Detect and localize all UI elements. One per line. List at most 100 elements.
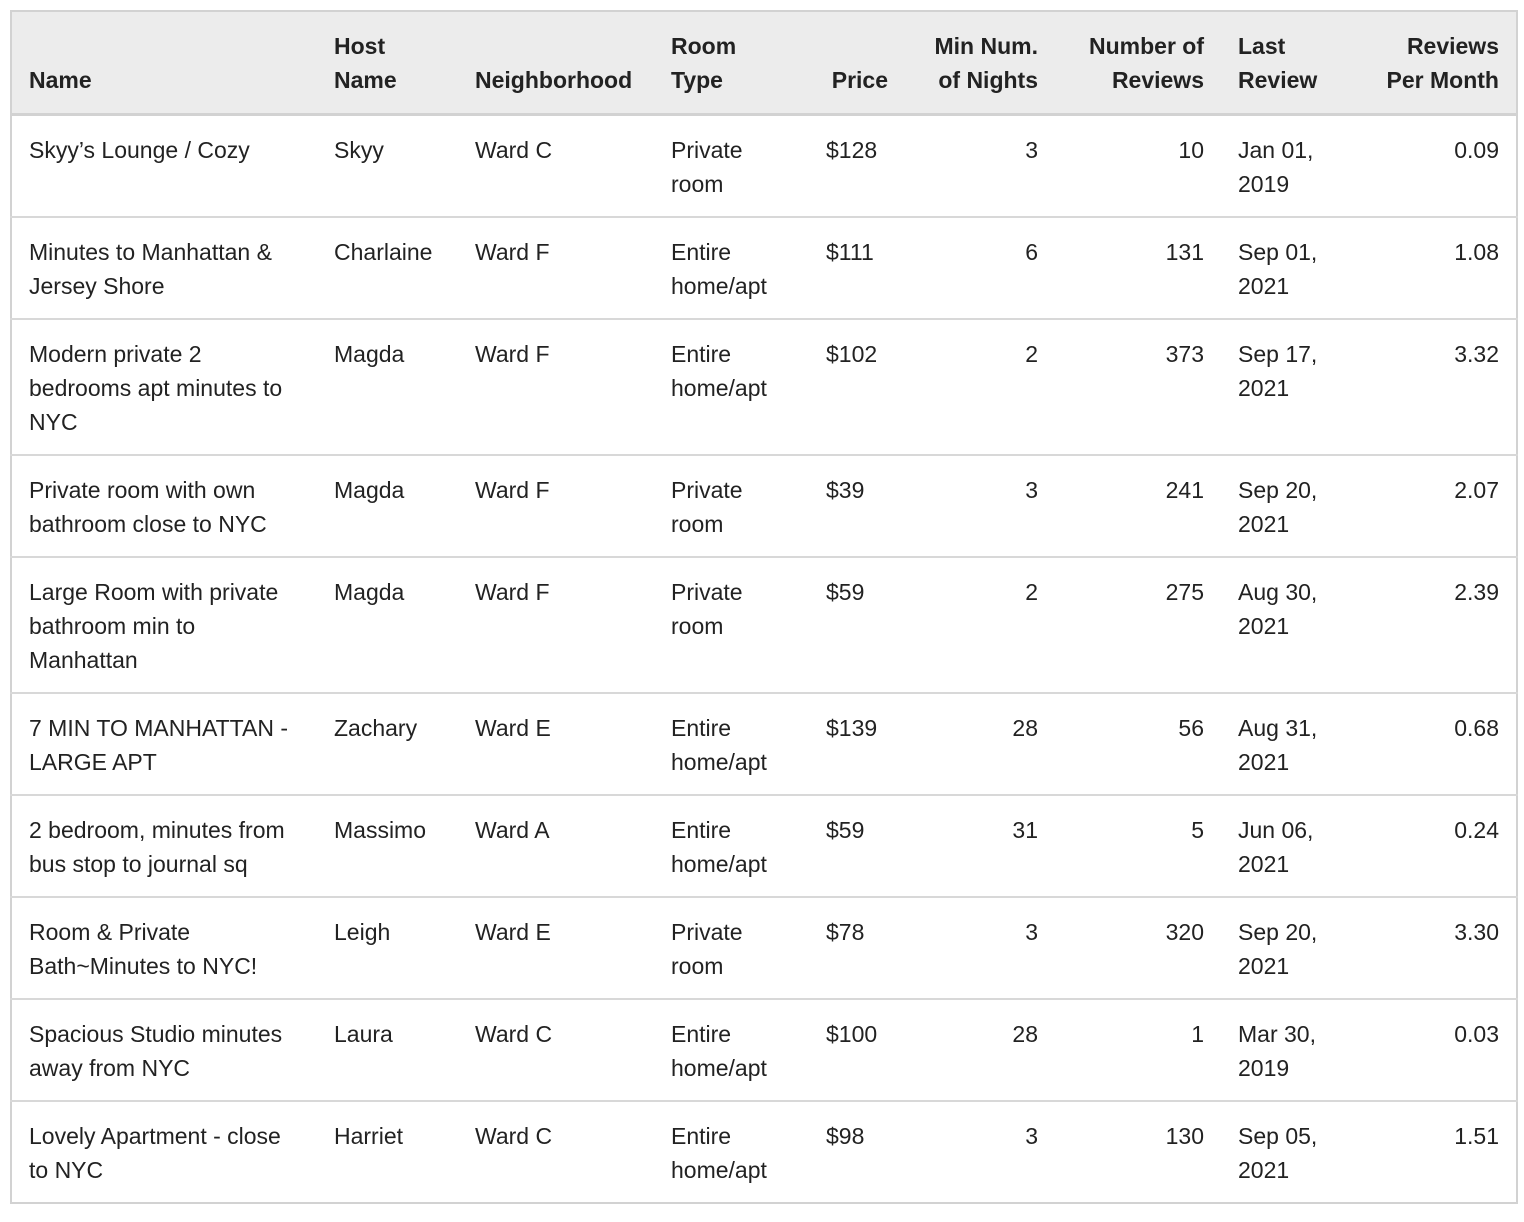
- cell-neighborhood: Ward C: [458, 1099, 654, 1203]
- listings-table: Name Host Name Neighborhood Room Type Pric…: [10, 10, 1518, 1204]
- cell-name: Skyy’s Lounge / Cozy: [11, 113, 317, 217]
- cell-host-name: Laura: [317, 997, 458, 1101]
- cell-reviews-per-month: 0.09: [1352, 113, 1517, 217]
- column-header-min-nights[interactable]: Min Num. of Nights: [905, 11, 1055, 116]
- cell-number-of-reviews: 320: [1055, 895, 1221, 999]
- cell-neighborhood: Ward F: [458, 555, 654, 693]
- cell-price: $98: [809, 1099, 905, 1203]
- cell-number-of-reviews: 1: [1055, 997, 1221, 1101]
- cell-min-nights: 2: [905, 317, 1055, 455]
- cell-number-of-reviews: 241: [1055, 453, 1221, 557]
- table-body: Skyy’s Lounge / Cozy Skyy Ward C Private ro…: [11, 113, 1517, 1203]
- cell-host-name: Skyy: [317, 113, 458, 217]
- column-header-price[interactable]: Price: [809, 11, 905, 116]
- cell-last-review: Sep 01, 2021: [1221, 215, 1352, 319]
- cell-neighborhood: Ward E: [458, 691, 654, 795]
- cell-host-name: Magda: [317, 453, 458, 557]
- column-header-last-review[interactable]: Last Review: [1221, 11, 1352, 116]
- table-row: Lovely Apartment - close to NYC Harriet Wa…: [11, 1099, 1517, 1203]
- cell-price: $139: [809, 691, 905, 795]
- cell-host-name: Magda: [317, 555, 458, 693]
- cell-name: 2 bedroom, minutes from bus stop to jour…: [11, 793, 317, 897]
- cell-room-type: Private room: [654, 453, 809, 557]
- cell-price: $59: [809, 793, 905, 897]
- column-header-room-type[interactable]: Room Type: [654, 11, 809, 116]
- table-row: Private room with own bathroom close to …: [11, 453, 1517, 557]
- cell-host-name: Massimo: [317, 793, 458, 897]
- table-row: Modern private 2 bedrooms apt minutes to…: [11, 317, 1517, 455]
- cell-reviews-per-month: 2.39: [1352, 555, 1517, 693]
- cell-neighborhood: Ward E: [458, 895, 654, 999]
- table-row: 2 bedroom, minutes from bus stop to jour…: [11, 793, 1517, 897]
- cell-room-type: Entire home/apt: [654, 997, 809, 1101]
- cell-name: Modern private 2 bedrooms apt minutes to…: [11, 317, 317, 455]
- listings-table-container: Name Host Name Neighborhood Room Type Pric…: [10, 10, 1518, 1204]
- cell-name: Private room with own bathroom close to …: [11, 453, 317, 557]
- cell-last-review: Sep 20, 2021: [1221, 895, 1352, 999]
- cell-neighborhood: Ward C: [458, 997, 654, 1101]
- cell-last-review: Aug 31, 2021: [1221, 691, 1352, 795]
- cell-min-nights: 28: [905, 997, 1055, 1101]
- table-row: Room & Private Bath~Minutes to NYC! Leigh…: [11, 895, 1517, 999]
- cell-last-review: Aug 30, 2021: [1221, 555, 1352, 693]
- column-header-host-name[interactable]: Host Name: [317, 11, 458, 116]
- cell-name: Large Room with private bathroom min to …: [11, 555, 317, 693]
- cell-host-name: Zachary: [317, 691, 458, 795]
- table-row: Large Room with private bathroom min to …: [11, 555, 1517, 693]
- cell-room-type: Entire home/apt: [654, 793, 809, 897]
- cell-number-of-reviews: 373: [1055, 317, 1221, 455]
- cell-reviews-per-month: 0.24: [1352, 793, 1517, 897]
- cell-neighborhood: Ward F: [458, 317, 654, 455]
- cell-host-name: Leigh: [317, 895, 458, 999]
- cell-reviews-per-month: 1.51: [1352, 1099, 1517, 1203]
- cell-reviews-per-month: 0.03: [1352, 997, 1517, 1101]
- header-row: Name Host Name Neighborhood Room Type Pric…: [11, 11, 1517, 116]
- column-header-reviews-per-month[interactable]: Reviews Per Month: [1352, 11, 1517, 116]
- table-row: 7 MIN TO MANHATTAN - LARGE APT Zachary War…: [11, 691, 1517, 795]
- table-row: Skyy’s Lounge / Cozy Skyy Ward C Private ro…: [11, 113, 1517, 217]
- cell-name: Spacious Studio minutes away from NYC: [11, 997, 317, 1101]
- cell-last-review: Sep 20, 2021: [1221, 453, 1352, 557]
- cell-price: $39: [809, 453, 905, 557]
- cell-reviews-per-month: 0.68: [1352, 691, 1517, 795]
- cell-room-type: Private room: [654, 895, 809, 999]
- table-row: Minutes to Manhattan & Jersey Shore Charl…: [11, 215, 1517, 319]
- cell-neighborhood: Ward C: [458, 113, 654, 217]
- cell-host-name: Magda: [317, 317, 458, 455]
- cell-number-of-reviews: 275: [1055, 555, 1221, 693]
- cell-host-name: Harriet: [317, 1099, 458, 1203]
- cell-last-review: Sep 17, 2021: [1221, 317, 1352, 455]
- cell-price: $128: [809, 113, 905, 217]
- cell-number-of-reviews: 131: [1055, 215, 1221, 319]
- cell-number-of-reviews: 56: [1055, 691, 1221, 795]
- cell-number-of-reviews: 130: [1055, 1099, 1221, 1203]
- cell-price: $78: [809, 895, 905, 999]
- column-header-name[interactable]: Name: [11, 11, 317, 116]
- cell-room-type: Private room: [654, 113, 809, 217]
- cell-last-review: Jun 06, 2021: [1221, 793, 1352, 897]
- cell-min-nights: 3: [905, 453, 1055, 557]
- cell-reviews-per-month: 3.32: [1352, 317, 1517, 455]
- cell-last-review: Jan 01, 2019: [1221, 113, 1352, 217]
- cell-room-type: Entire home/apt: [654, 1099, 809, 1203]
- cell-room-type: Private room: [654, 555, 809, 693]
- cell-reviews-per-month: 3.30: [1352, 895, 1517, 999]
- cell-min-nights: 3: [905, 895, 1055, 999]
- cell-name: Minutes to Manhattan & Jersey Shore: [11, 215, 317, 319]
- cell-room-type: Entire home/apt: [654, 317, 809, 455]
- cell-room-type: Entire home/apt: [654, 215, 809, 319]
- table-header: Name Host Name Neighborhood Room Type Pric…: [11, 11, 1517, 116]
- column-header-neighborhood[interactable]: Neighborhood: [458, 11, 654, 116]
- cell-number-of-reviews: 10: [1055, 113, 1221, 217]
- cell-min-nights: 3: [905, 113, 1055, 217]
- cell-min-nights: 3: [905, 1099, 1055, 1203]
- cell-price: $111: [809, 215, 905, 319]
- column-header-number-of-reviews[interactable]: Number of Reviews: [1055, 11, 1221, 116]
- cell-neighborhood: Ward F: [458, 215, 654, 319]
- cell-min-nights: 6: [905, 215, 1055, 319]
- cell-neighborhood: Ward F: [458, 453, 654, 557]
- cell-min-nights: 31: [905, 793, 1055, 897]
- cell-price: $100: [809, 997, 905, 1101]
- cell-reviews-per-month: 2.07: [1352, 453, 1517, 557]
- cell-min-nights: 28: [905, 691, 1055, 795]
